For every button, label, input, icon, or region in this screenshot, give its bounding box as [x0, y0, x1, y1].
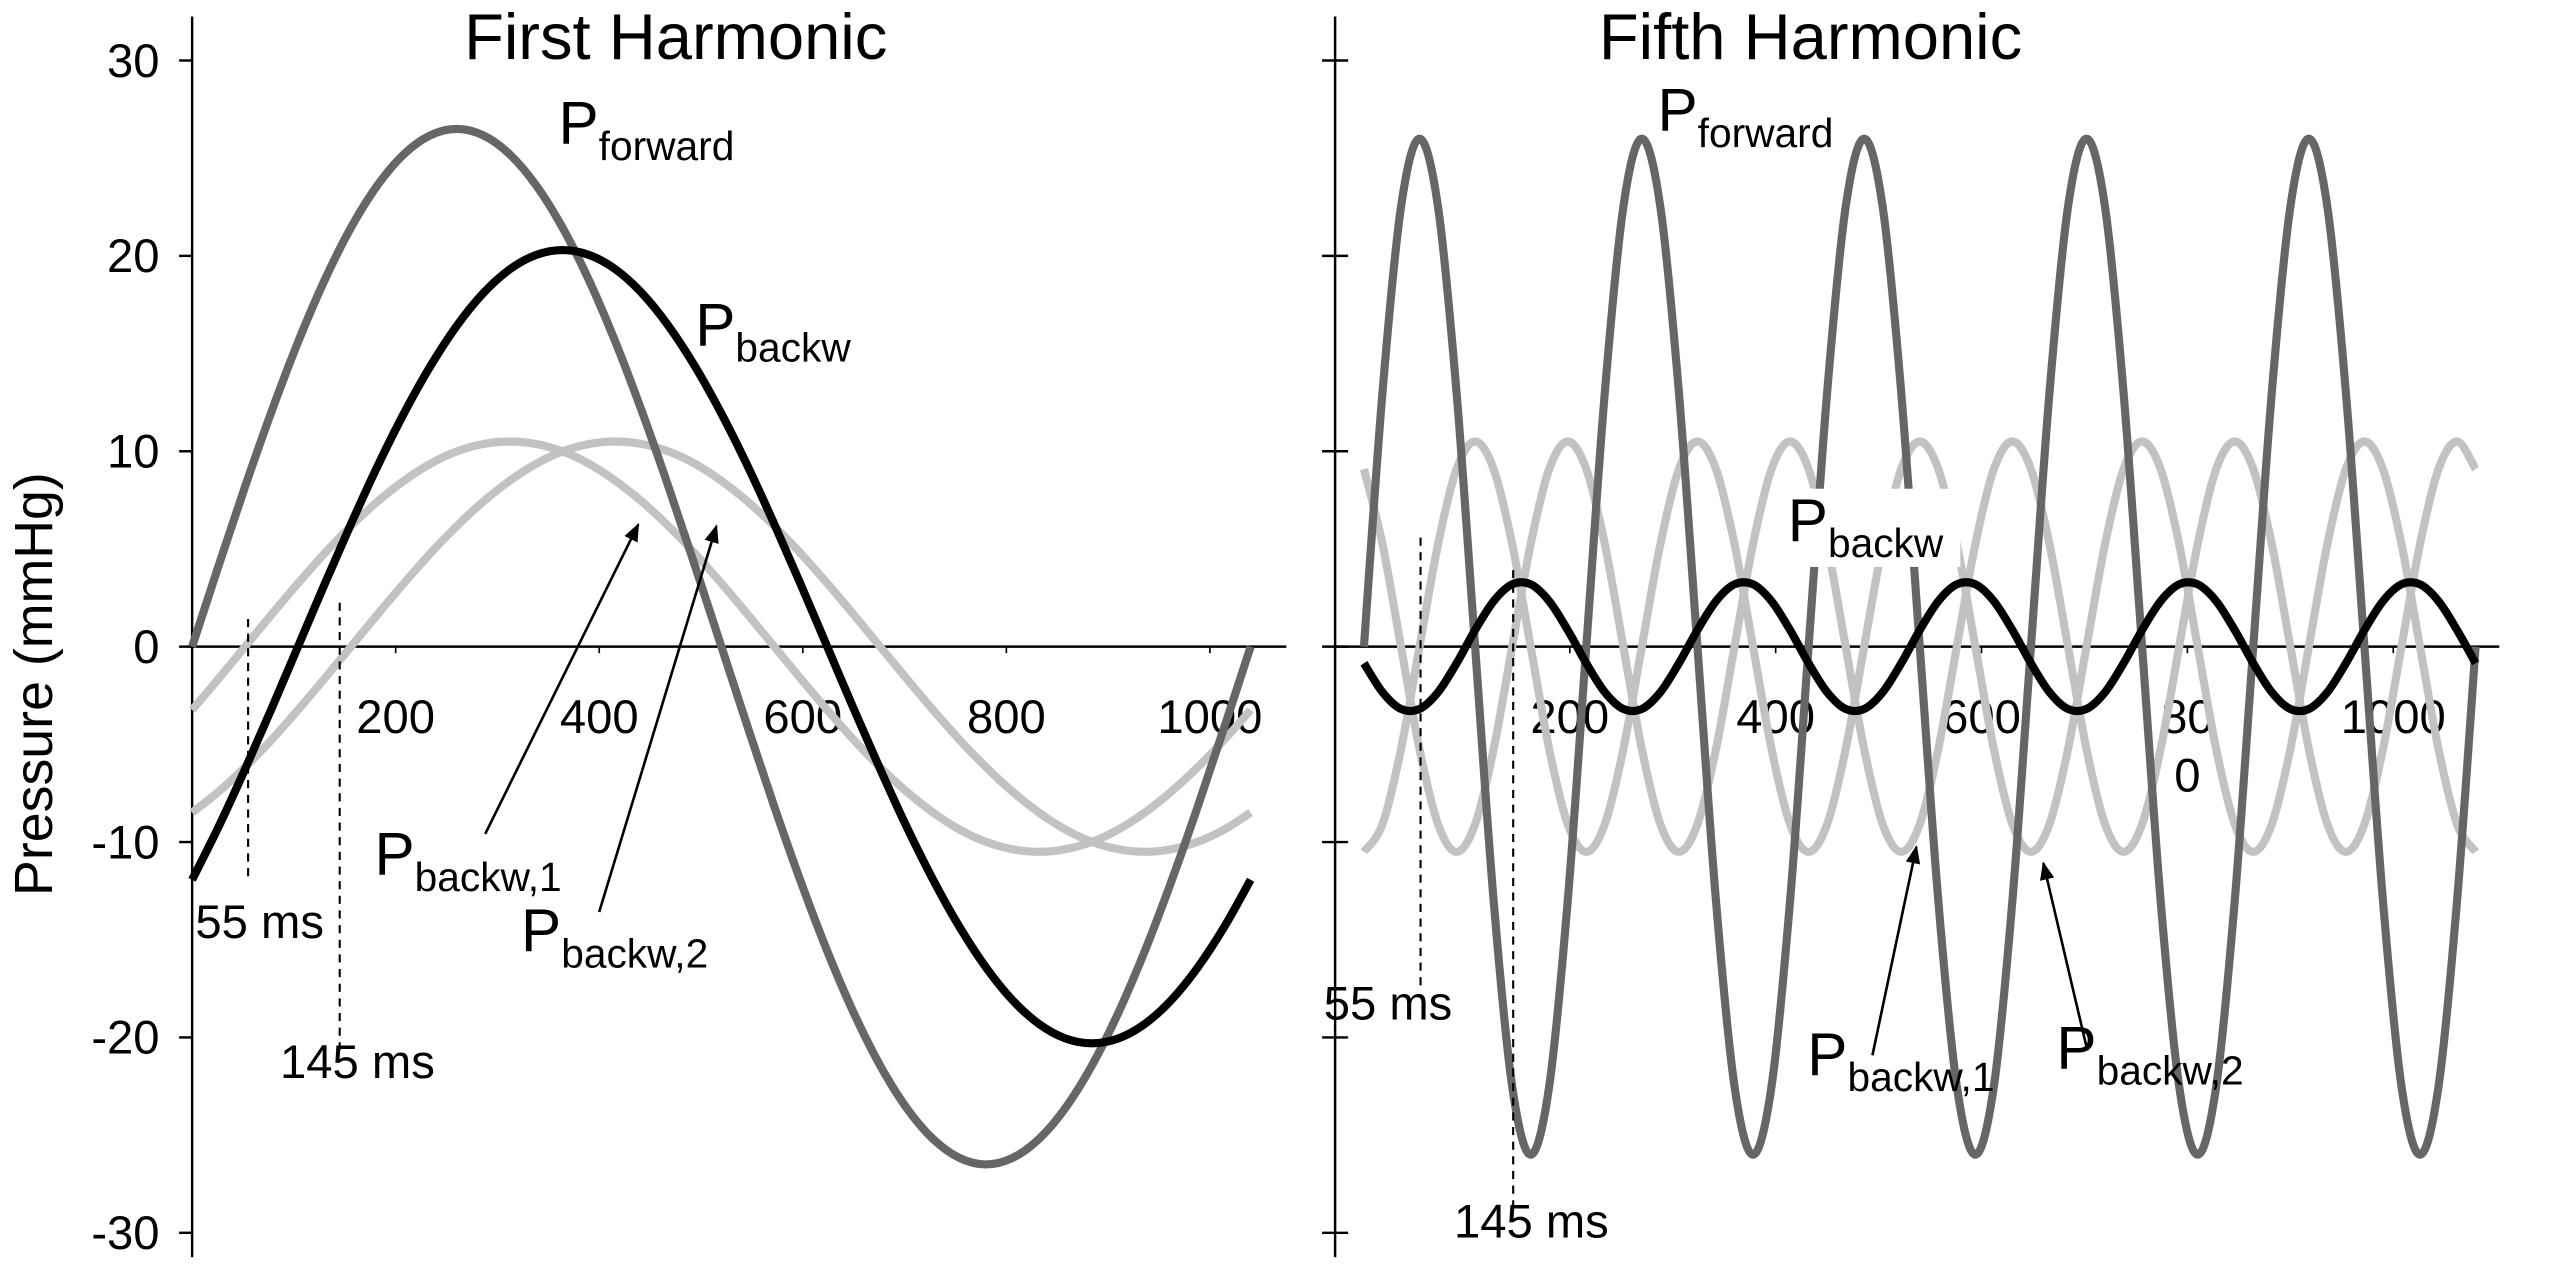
label-arrow: [1871, 845, 1921, 1056]
x-tick-label: 200: [356, 691, 435, 744]
chart-title: Fifth Harmonic: [1599, 0, 2022, 73]
y-tick-label: 10: [107, 426, 160, 479]
label-arrow: [2040, 861, 2089, 1051]
series-line: [188, 124, 1255, 1169]
y-tick-label: -10: [91, 816, 159, 869]
annotation-text: 55 ms: [1324, 978, 1453, 1031]
label-background: [1781, 488, 1961, 567]
series-line: [1360, 578, 2480, 716]
series-line: [189, 437, 1254, 856]
series-line: [1359, 437, 2480, 856]
series-line: [1359, 134, 2480, 1159]
chart-title: First Harmonic: [464, 0, 887, 73]
label-arrow: [484, 522, 640, 835]
annotation-text: 145 ms: [280, 1036, 435, 1089]
y-tick-label: -20: [91, 1012, 159, 1065]
y-tick-label: 30: [107, 35, 160, 88]
y-tick-label: -30: [91, 1207, 159, 1260]
series-label: Pforward: [1657, 76, 1833, 156]
x-tick-label: 400: [560, 691, 639, 744]
series-line: [188, 245, 1255, 1048]
y-axis-label: Pressure (mmHg): [4, 472, 64, 896]
series-label: Pbackw,1: [374, 820, 561, 900]
annotation-text: 55 ms: [195, 896, 324, 949]
annotation-text: 145 ms: [1454, 1196, 1609, 1249]
x-tick-label: 800: [967, 691, 1046, 744]
series-line: [189, 437, 1253, 856]
series-label: Pforward: [558, 89, 734, 169]
series-label: Pbackw: [695, 290, 851, 370]
series-label: Pbackw,2: [2056, 1013, 2243, 1093]
y-tick-label: 20: [107, 230, 160, 283]
series-label: Pbackw,1: [1807, 1020, 1994, 1100]
series-label: Pbackw,2: [521, 896, 708, 976]
series-line: [1360, 437, 2479, 856]
series-label: Pbackw: [1788, 486, 1944, 566]
label-arrow: [597, 524, 719, 913]
y-tick-label: 0: [133, 621, 159, 674]
